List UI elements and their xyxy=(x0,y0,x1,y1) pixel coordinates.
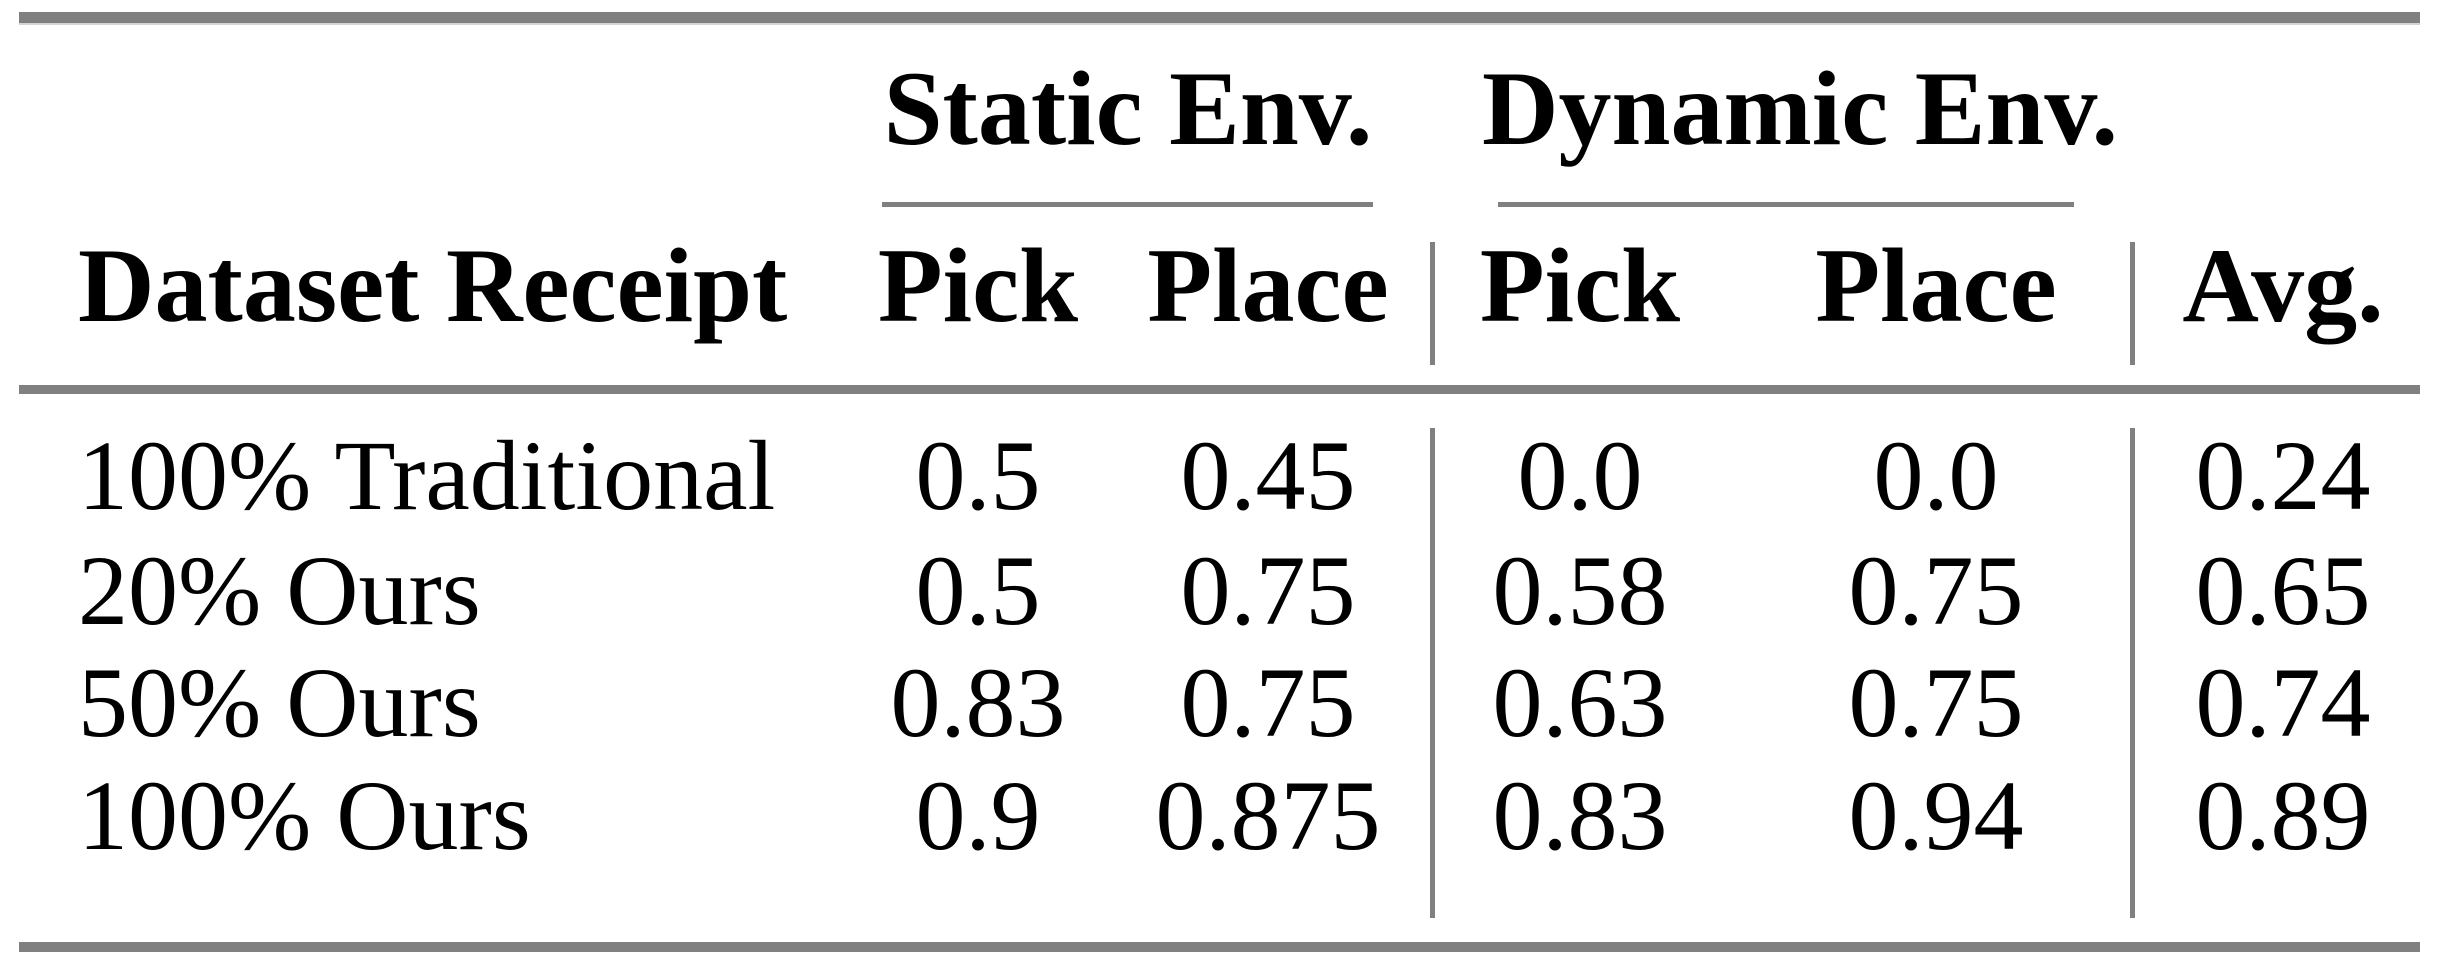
header-static-place: Place xyxy=(1147,227,1389,344)
header-static-pick: Pick xyxy=(877,227,1079,344)
column-group-static-env: Static Env. xyxy=(883,50,1373,167)
vertical-separator-static-dynamic-body xyxy=(1430,428,1435,918)
table-bottom-rule xyxy=(19,942,2420,952)
dynamic-env-cmidrule xyxy=(1498,202,2074,207)
row-label: 20% Ours xyxy=(78,535,481,646)
cell-static-place: 0.875 xyxy=(1155,760,1381,871)
cell-static-place: 0.45 xyxy=(1180,420,1356,531)
cell-static-pick: 0.5 xyxy=(915,535,1041,646)
vertical-separator-dynamic-avg-header xyxy=(2130,242,2135,365)
row-label: 50% Ours xyxy=(78,647,481,758)
vertical-separator-static-dynamic-header xyxy=(1430,242,1435,365)
cell-avg: 0.89 xyxy=(2195,760,2371,871)
cell-avg: 0.24 xyxy=(2195,420,2371,531)
cell-dynamic-pick: 0.0 xyxy=(1517,420,1643,531)
header-dynamic-pick: Pick xyxy=(1479,227,1681,344)
cell-dynamic-place: 0.75 xyxy=(1848,535,2024,646)
cell-avg: 0.65 xyxy=(2195,535,2371,646)
cell-avg: 0.74 xyxy=(2195,647,2371,758)
cell-dynamic-place: 0.94 xyxy=(1848,760,2024,871)
header-dataset-receipt: Dataset Receipt xyxy=(78,227,788,344)
cell-dynamic-pick: 0.58 xyxy=(1492,535,1668,646)
table-mid-rule xyxy=(19,385,2420,394)
table-top-rule xyxy=(19,12,2420,23)
cell-dynamic-place: 0.75 xyxy=(1848,647,2024,758)
cell-static-pick: 0.9 xyxy=(915,760,1041,871)
row-label: 100% Ours xyxy=(78,760,531,871)
cell-static-place: 0.75 xyxy=(1180,647,1356,758)
header-avg: Avg. xyxy=(2182,227,2384,344)
header-dynamic-place: Place xyxy=(1815,227,2057,344)
cell-static-pick: 0.83 xyxy=(890,647,1066,758)
vertical-separator-dynamic-avg-body xyxy=(2130,428,2135,918)
cell-static-pick: 0.5 xyxy=(915,420,1041,531)
row-label: 100% Traditional xyxy=(78,420,776,531)
cell-dynamic-place: 0.0 xyxy=(1873,420,1999,531)
cell-static-place: 0.75 xyxy=(1180,535,1356,646)
cell-dynamic-pick: 0.83 xyxy=(1492,760,1668,871)
static-env-cmidrule xyxy=(882,202,1373,207)
cell-dynamic-pick: 0.63 xyxy=(1492,647,1668,758)
column-group-dynamic-env: Dynamic Env. xyxy=(1481,50,2119,167)
